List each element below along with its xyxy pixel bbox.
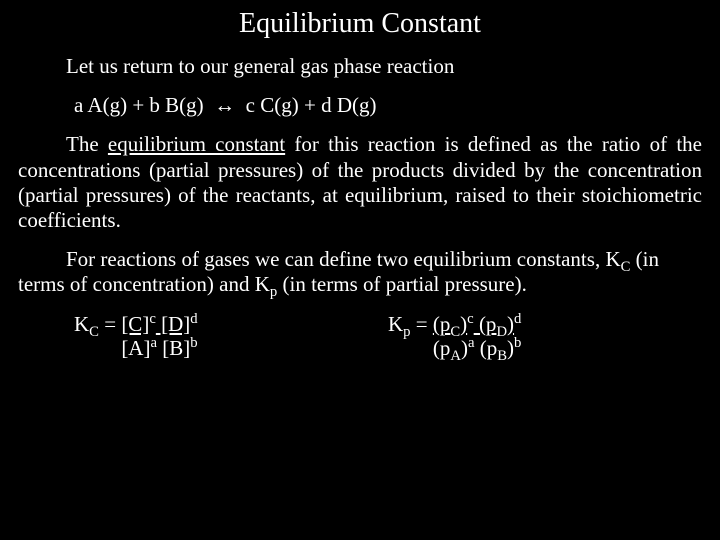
kc-den-a: [A] — [121, 336, 150, 360]
kc-denominator: [A]a [B]b — [121, 336, 197, 360]
kp-exp-d: d — [514, 311, 521, 327]
kp-equals: = — [411, 312, 433, 336]
kp-num-c: (pC) — [433, 312, 467, 336]
intro-paragraph: Let us return to our general gas phase r… — [18, 54, 702, 79]
kc-expression: KC = [C]c [D]d [A]a [B]b — [18, 312, 388, 360]
kp-expression: Kp = (pC)c (pD)d (pA)a (pB)b — [388, 312, 702, 360]
two-constants-paragraph: For reactions of gases we can define two… — [18, 247, 702, 297]
kp-den-b-close: ) — [507, 336, 514, 360]
sub-c: C — [621, 259, 631, 275]
kp-num-c-p: (p — [433, 312, 451, 336]
kp-numerator: (pC)c (pD)d — [433, 312, 522, 336]
equations-row: KC = [C]c [D]d [A]a [B]b Kp = (pC)c (pD)… — [18, 312, 702, 360]
kc-equals: = — [99, 312, 121, 336]
page-title: Equilibrium Constant — [18, 8, 702, 40]
kp-den-a-sub: A — [450, 348, 461, 364]
def-pre: The — [66, 132, 108, 156]
kp-den-a: (pA) — [433, 336, 468, 360]
kc-k: K — [74, 312, 89, 336]
kp-den-a-p: (p — [433, 336, 451, 360]
kc-numerator: [C]c [D]d — [121, 312, 197, 336]
tc-a: For reactions of gases we can define two… — [66, 247, 621, 271]
kp-label: Kp — [388, 312, 411, 336]
kp-fraction: (pC)c (pD)d (pA)a (pB)b — [433, 312, 522, 360]
kp-exp-b: b — [514, 335, 521, 351]
kp-k: K — [388, 312, 403, 336]
tc-c: (in terms of partial pressure). — [277, 272, 527, 296]
definition-paragraph: The equilibrium constant for this reacti… — [18, 132, 702, 233]
kc-num-d: [D] — [156, 312, 190, 336]
kc-den-b: [B] — [157, 336, 190, 360]
def-underline: equilibrium constant — [108, 132, 285, 156]
kc-fraction: [C]c [D]d [A]a [B]b — [121, 312, 197, 360]
kc-num-c: [C] — [121, 312, 149, 336]
double-arrow-icon: ↔ — [214, 94, 235, 117]
kc-label: KC — [74, 312, 99, 336]
reaction-right: c C(g) + d D(g) — [246, 93, 377, 117]
kp-denominator: (pA)a (pB)b — [433, 336, 522, 360]
reaction-equation: a A(g) + b B(g) ↔ c C(g) + d D(g) — [18, 93, 702, 118]
kc-sub: C — [89, 324, 99, 340]
kp-sub: p — [403, 324, 410, 340]
kp-num-d: (pD) — [474, 312, 514, 336]
kp-num-d-close: ) — [507, 312, 514, 336]
kp-num-d-p: (p — [474, 312, 497, 336]
kc-exp-b: b — [190, 335, 197, 351]
kc-exp-d: d — [190, 311, 197, 327]
kp-den-b-p: (p — [475, 336, 498, 360]
slide: Equilibrium Constant Let us return to ou… — [0, 0, 720, 540]
kp-den-b: (pB) — [475, 336, 515, 360]
reaction-left: a A(g) + b B(g) — [74, 93, 204, 117]
kp-den-b-sub: B — [497, 348, 507, 364]
kp-den-a-close: ) — [461, 336, 468, 360]
